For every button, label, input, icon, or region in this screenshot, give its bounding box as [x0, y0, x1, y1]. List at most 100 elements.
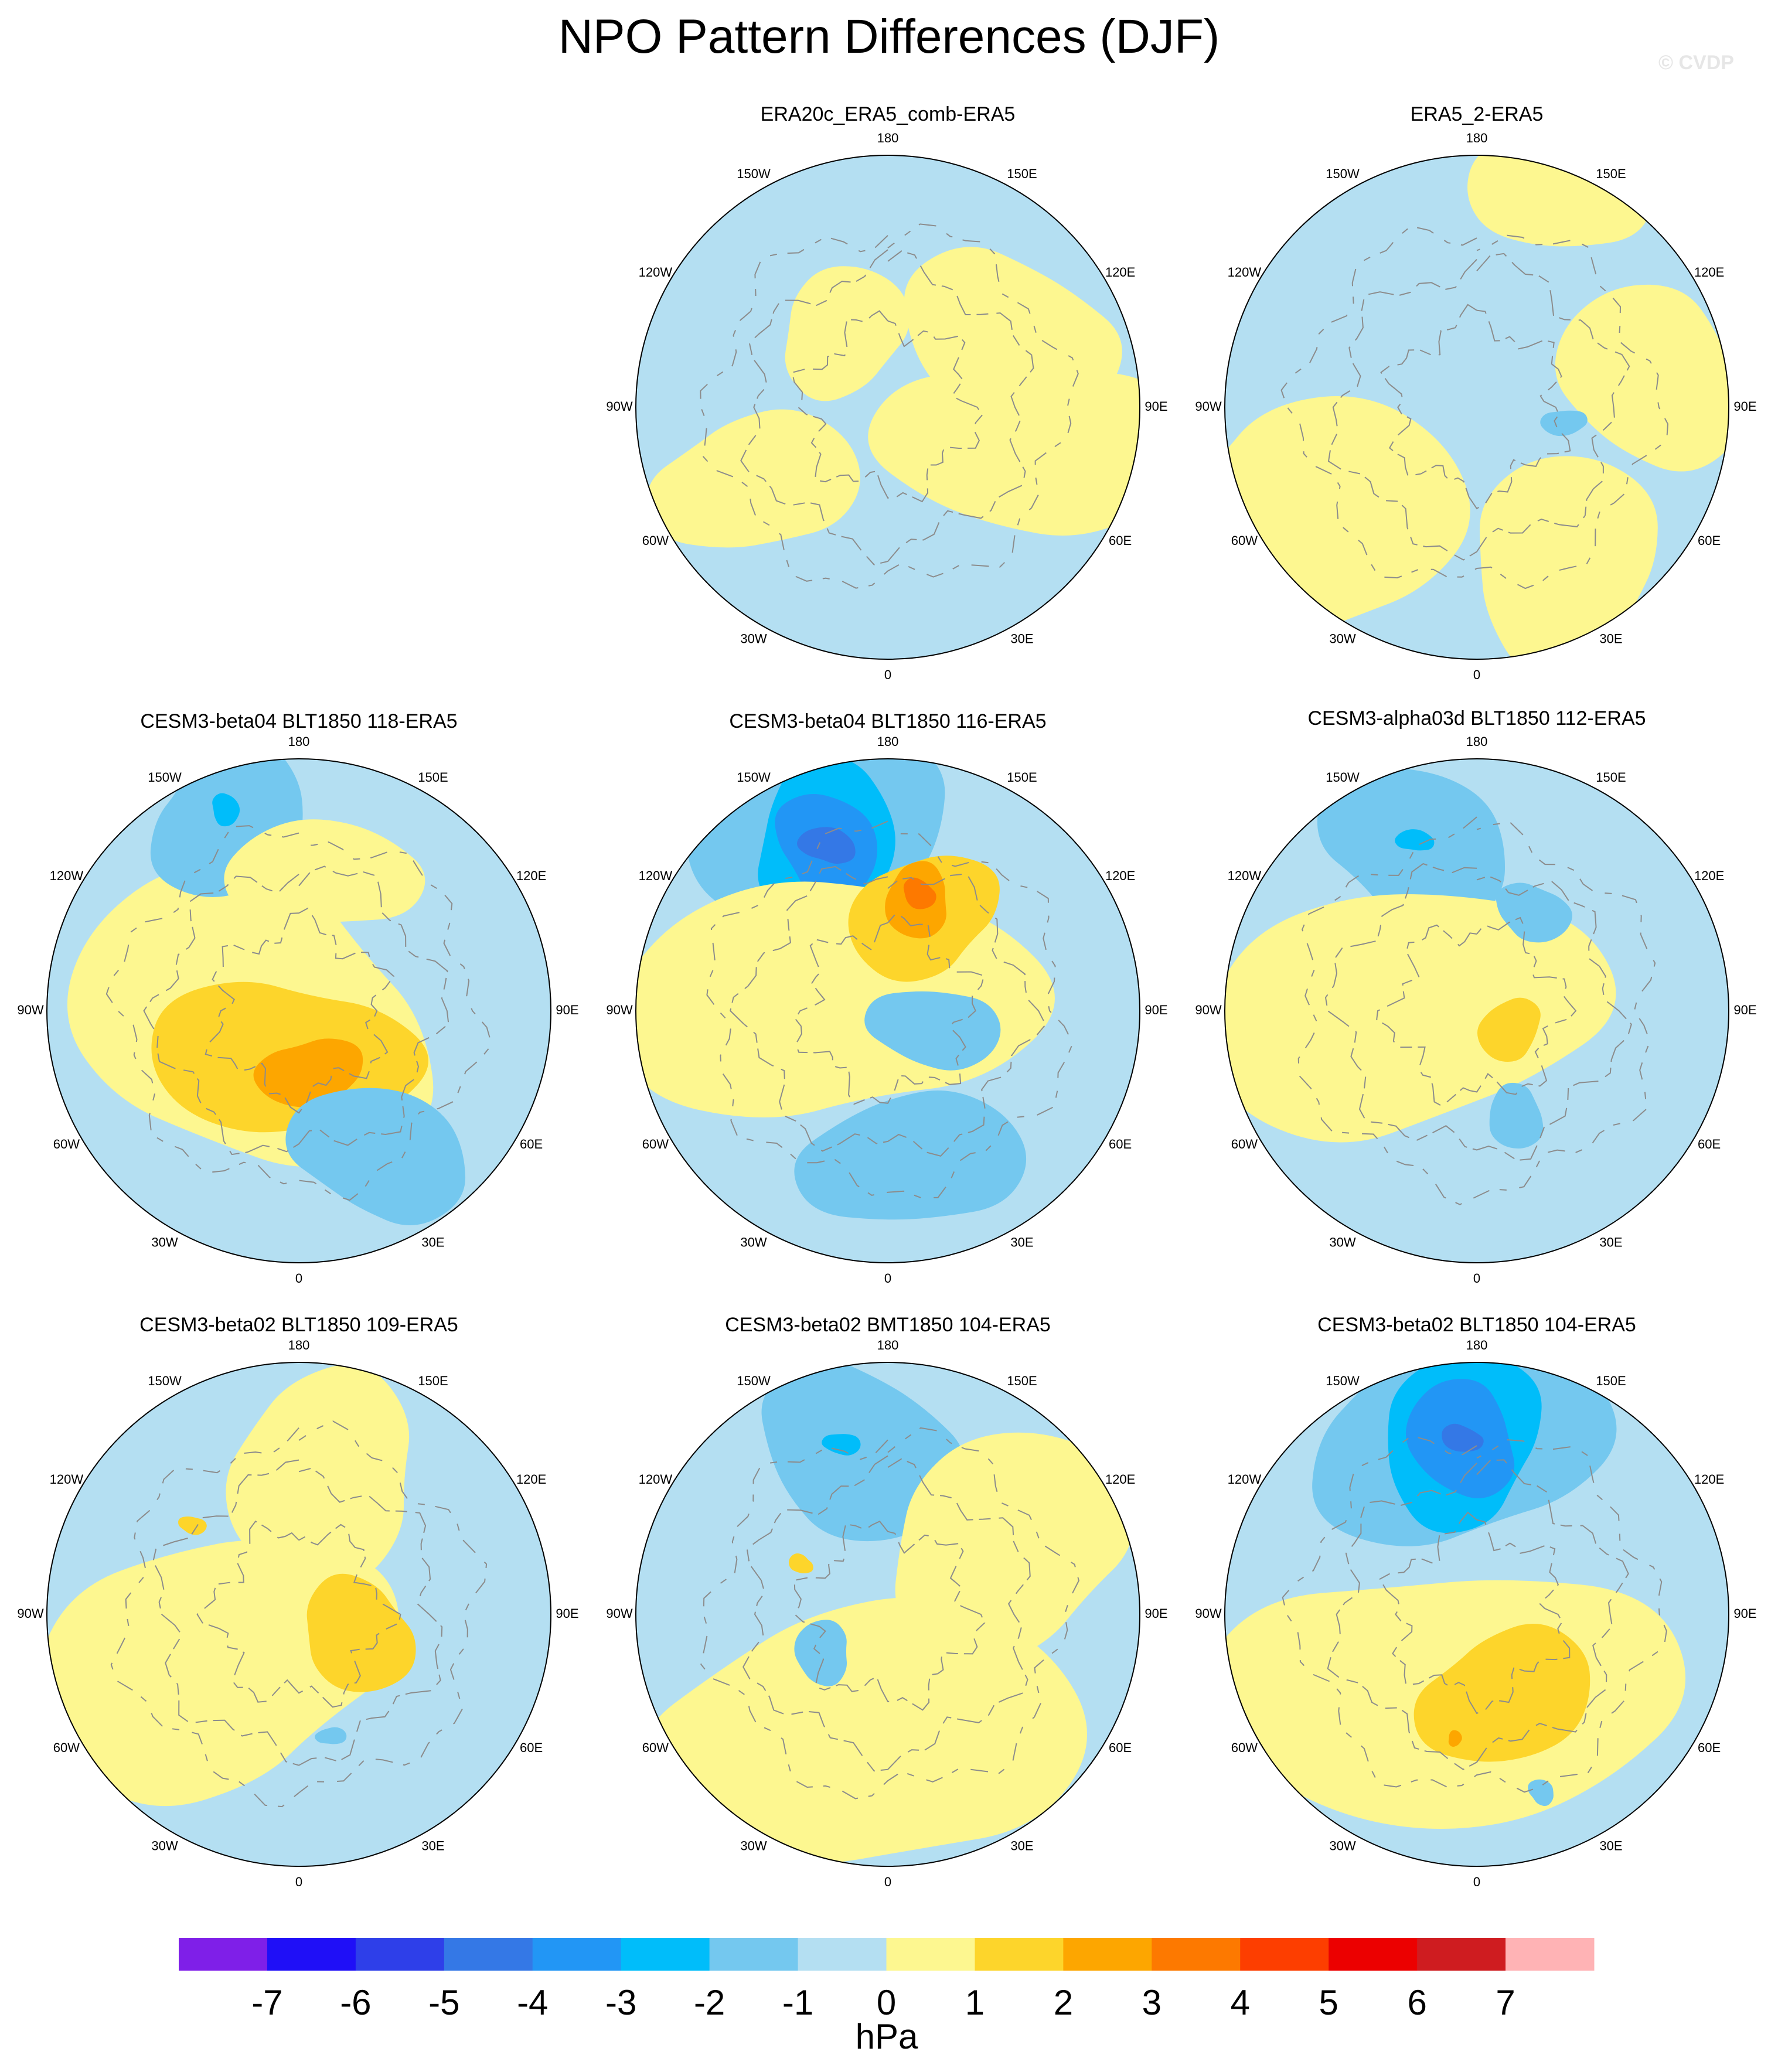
longitude-label: 120E [1105, 265, 1135, 280]
longitude-label: 30W [1329, 1235, 1355, 1249]
colorbar-tick-label: -2 [694, 1983, 725, 2022]
longitude-label: 90W [606, 1003, 632, 1017]
map-panel: CESM3-beta02 BMT1850 104-ERA5 180 150E 120… [606, 1314, 1167, 1889]
longitude-label: 150E [1596, 1374, 1626, 1388]
map-field [636, 759, 1140, 1263]
longitude-label: 150W [1326, 1374, 1360, 1388]
colorbar-tick-label: -3 [605, 1983, 636, 2022]
longitude-label: 150E [1596, 166, 1626, 181]
longitude-label: 120E [516, 1472, 546, 1487]
longitude-label: 0 [295, 1271, 302, 1286]
map-field [1225, 1362, 1729, 1866]
anomaly-contour-neg [1317, 769, 1505, 932]
longitude-label: 90W [1195, 1003, 1221, 1017]
colorbar-tick-label: -4 [517, 1983, 548, 2022]
coastline [1282, 1435, 1667, 1793]
longitude-label: 30W [151, 1235, 178, 1249]
longitude-label: 30W [151, 1838, 178, 1853]
coastline [730, 865, 1047, 1157]
longitude-label: 120E [1105, 1472, 1135, 1487]
colorbar-swatch [1240, 1938, 1329, 1971]
longitude-label: 60E [1109, 1740, 1132, 1755]
coastline [700, 1427, 1079, 1800]
coastline [1376, 916, 1577, 1107]
map-border [635, 155, 1140, 660]
panel-title: CESM3-beta02 BLT1850 109-ERA5 [139, 1314, 458, 1336]
anomaly-contour-pos [253, 1038, 363, 1107]
longitude-label: 90E [1733, 399, 1756, 414]
coastline [1327, 1459, 1629, 1770]
longitude-label: 30W [1329, 631, 1355, 646]
longitude-label: 120W [1228, 1472, 1262, 1487]
longitude-label: 180 [1466, 1338, 1488, 1352]
map-panel: CESM3-beta02 BLT1850 109-ERA5 180 150E 120… [17, 1314, 578, 1889]
longitude-label: 150E [1007, 1374, 1037, 1388]
map-field [1225, 155, 1729, 659]
colorbar-tick-label: 0 [877, 1983, 896, 2022]
longitude-label: 180 [877, 734, 899, 749]
longitude-label: 120W [1228, 265, 1262, 280]
coastline [1324, 863, 1632, 1161]
coastline [742, 1455, 1031, 1772]
longitude-label: 90W [606, 1606, 632, 1621]
anomaly-contour-pos [646, 409, 860, 548]
longitude-label: 120E [1694, 868, 1724, 883]
longitude-label: 90E [556, 1606, 578, 1621]
longitude-label: 60E [520, 1740, 543, 1755]
longitude-label: 150W [737, 770, 771, 785]
panel-title: CESM3-beta04 BLT1850 118-ERA5 [140, 710, 457, 732]
anomaly-contour-neg [1540, 410, 1588, 437]
colorbar-swatch [1505, 1938, 1595, 1971]
map-border [635, 1362, 1140, 1867]
panel-title: ERA5_2-ERA5 [1411, 103, 1544, 125]
map-border [1224, 758, 1729, 1263]
map-field [636, 155, 1140, 659]
anomaly-contour-neg [285, 1088, 466, 1225]
coastline [1380, 304, 1571, 510]
coastlines [700, 1427, 1079, 1800]
colorbar-tick-labels: -7 -6 -5 -4 -3 -2 -1 0 1 2 3 4 5 6 7 [251, 1983, 1515, 2022]
longitude-label: 150W [1326, 166, 1360, 181]
longitude-label: 90E [1733, 1003, 1756, 1017]
longitude-label: 120E [1105, 868, 1135, 883]
coastline [700, 223, 1079, 589]
longitude-label: 60E [1698, 1137, 1721, 1151]
anomaly-contour-neg [1496, 882, 1572, 943]
colorbar-swatch [886, 1938, 975, 1971]
map-panel: CESM3-beta04 BLT1850 118-ERA5 180 150E 120… [17, 710, 578, 1286]
anomaly-contour-neg [212, 793, 240, 827]
map-border [635, 758, 1140, 1263]
longitude-label: 120E [1694, 1472, 1724, 1487]
longitude-label: 60W [53, 1740, 80, 1755]
longitude-label: 150W [737, 1374, 771, 1388]
colorbar-tick-label: -6 [340, 1983, 371, 2022]
coastline [205, 907, 395, 1114]
panel-title: CESM3-beta04 BLT1850 116-ERA5 [729, 710, 1046, 732]
anomaly-contour-pos [178, 1516, 207, 1535]
colorbar-tick-label: -1 [782, 1983, 813, 2022]
anomaly-contour-pos [1555, 284, 1729, 472]
longitude-label: 30E [1599, 631, 1622, 646]
longitude-label: 150W [737, 166, 771, 181]
longitude-label: 60E [1698, 1740, 1721, 1755]
longitude-label: 120W [1228, 868, 1262, 883]
anomaly-contour-neg [864, 991, 1001, 1071]
longitude-label: 30W [740, 1235, 767, 1249]
colorbar-swatch [621, 1938, 710, 1971]
colorbar-swatch [1417, 1938, 1506, 1971]
longitude-label: 30E [1010, 1838, 1033, 1853]
longitude-label: 120W [50, 1472, 84, 1487]
map-field [636, 1362, 1140, 1866]
colorbar-units-label: hPa [856, 2017, 918, 2056]
longitude-label: 120W [639, 1472, 673, 1487]
longitude-label: 0 [1473, 1875, 1480, 1889]
coastlines [1297, 816, 1656, 1205]
longitude-label: 90E [556, 1003, 578, 1017]
colorbar-tick-label: 4 [1231, 1983, 1250, 2022]
longitude-label: 180 [1466, 131, 1488, 145]
longitude-label: 30E [1599, 1838, 1622, 1853]
anomaly-contour-pos [224, 819, 425, 922]
longitude-label: 60W [53, 1137, 80, 1151]
longitude-label: 150E [1596, 770, 1626, 785]
